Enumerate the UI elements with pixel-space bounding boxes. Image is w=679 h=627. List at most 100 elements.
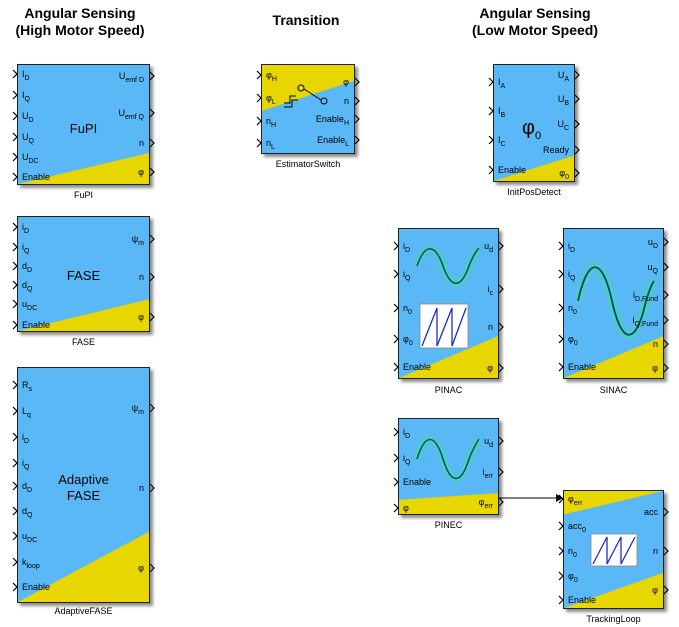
port-in[interactable]: nH <box>266 116 277 129</box>
port-out[interactable]: n <box>652 339 658 349</box>
port-in[interactable]: iQ <box>403 269 411 282</box>
output-port-chevron <box>149 563 155 573</box>
port-in[interactable]: dD <box>22 481 33 494</box>
port-in[interactable]: iQ <box>22 242 30 255</box>
output-port-chevron <box>149 234 155 244</box>
fupi-block[interactable]: ID IQ UD UQ UDC Enable Uemf D Uemf Q n φ… <box>17 64 150 185</box>
port-out[interactable]: ψm <box>131 403 144 416</box>
port-in[interactable]: φL <box>266 93 276 106</box>
fase-block[interactable]: iD iQ dD dQ uDC Enable ψm n φ FASE <box>17 216 150 332</box>
port-in[interactable]: iD <box>568 241 576 254</box>
port-in[interactable]: n0 <box>568 303 577 316</box>
port-out[interactable]: n <box>138 138 144 148</box>
port-out[interactable]: φ <box>138 312 144 322</box>
port-in[interactable]: iQ <box>22 458 30 471</box>
port-in[interactable]: iD <box>403 241 411 254</box>
port-in[interactable]: n0 <box>403 303 412 316</box>
port-in[interactable]: UQ <box>22 132 34 145</box>
port-in[interactable]: φerr <box>568 494 583 507</box>
port-out[interactable]: φ <box>487 363 493 373</box>
port-out[interactable]: n <box>487 322 493 332</box>
port-in[interactable]: iD <box>403 427 411 440</box>
port-out[interactable]: UA <box>557 70 569 83</box>
port-in[interactable]: Enable <box>498 165 527 175</box>
port-out[interactable]: Ready <box>542 145 569 155</box>
output-port-chevron <box>663 290 669 300</box>
port-in[interactable]: acc0 <box>568 521 586 534</box>
output-port-chevron <box>663 363 669 373</box>
port-out[interactable]: ud <box>484 436 493 449</box>
port-in[interactable]: UDC <box>22 152 39 165</box>
port-out[interactable]: n <box>652 546 658 556</box>
port-in[interactable]: Lq <box>22 406 31 419</box>
port-in[interactable]: IB <box>498 106 506 119</box>
port-in[interactable]: φ <box>403 503 409 513</box>
pinec-block[interactable]: iD iQ Enable φ ud ierr φerr <box>398 418 499 515</box>
block-background <box>18 217 149 331</box>
port-in[interactable]: φ0 <box>403 334 413 347</box>
port-in[interactable]: UD <box>22 111 34 124</box>
init-pos-detect-block[interactable]: IA IB IC Enable UA UB UC Ready φ0 φ0 <box>493 64 575 182</box>
port-in[interactable]: dQ <box>22 280 33 293</box>
port-in[interactable]: dQ <box>22 506 33 519</box>
port-out[interactable]: UC <box>557 119 569 132</box>
port-in[interactable]: iD <box>22 432 30 445</box>
port-in[interactable]: Enable <box>568 362 597 372</box>
port-in[interactable]: φ0 <box>568 571 578 584</box>
port-in[interactable]: IC <box>498 135 506 148</box>
port-out[interactable]: φ0 <box>559 168 569 181</box>
port-in[interactable]: Enable <box>22 320 51 330</box>
port-out[interactable]: EnableL <box>317 135 349 148</box>
port-in[interactable]: kloop <box>22 557 40 570</box>
port-out[interactable]: EnableH <box>315 114 349 127</box>
port-in[interactable]: dD <box>22 261 33 274</box>
block-name-fase: FASE <box>71 337 95 347</box>
port-out[interactable]: ψm <box>131 234 144 247</box>
port-out[interactable]: φerr <box>478 497 493 510</box>
port-in[interactable]: uDC <box>22 299 38 312</box>
port-out[interactable]: φ <box>138 563 144 573</box>
port-out[interactable]: UB <box>557 94 569 107</box>
port-out[interactable]: acc <box>643 507 658 517</box>
sinac-block[interactable]: iD iQ n0 φ0 Enable uD uQ iD,Fund iQ,Fund… <box>563 228 664 379</box>
port-out[interactable]: φ <box>652 585 658 595</box>
port-in[interactable]: n0 <box>568 546 577 559</box>
estimator-switch-block[interactable]: φH φL nH nL φ n EnableH EnableL <box>261 64 355 154</box>
port-out[interactable]: φ <box>652 363 658 373</box>
port-out[interactable]: uQ <box>647 262 658 275</box>
port-out[interactable]: ud <box>484 241 493 254</box>
adaptive-fase-block[interactable]: Rs Lq iD iQ dD dQ uDC kloop Enable ψm n … <box>17 367 150 603</box>
port-in[interactable]: IA <box>498 77 506 90</box>
port-in[interactable]: iQ <box>403 453 411 466</box>
port-in[interactable]: Enable <box>403 477 432 487</box>
port-in[interactable]: Enable <box>403 362 432 372</box>
port-in[interactable]: ID <box>22 69 30 82</box>
port-in[interactable]: Enable <box>568 595 597 605</box>
port-out[interactable]: uD <box>647 237 658 250</box>
port-in[interactable]: IQ <box>22 90 30 103</box>
port-out[interactable]: ic <box>487 284 494 297</box>
output-port-chevron <box>574 119 580 129</box>
port-in[interactable]: nL <box>266 138 275 151</box>
port-in[interactable]: uDC <box>22 531 38 544</box>
port-out[interactable]: iQ,Fund <box>632 315 658 328</box>
tracking-loop-block[interactable]: φerr acc0 n0 φ0 Enable acc n φ <box>563 490 664 609</box>
port-in[interactable]: Rs <box>22 380 32 393</box>
block-background <box>399 229 498 378</box>
port-out[interactable]: n <box>138 483 144 493</box>
port-in[interactable]: φ0 <box>568 334 578 347</box>
port-out[interactable]: Uemf Q <box>118 108 144 121</box>
port-in[interactable]: iQ <box>568 269 576 282</box>
port-out[interactable]: n <box>343 96 349 106</box>
port-in[interactable]: Enable <box>22 582 51 592</box>
port-in[interactable]: Enable <box>22 172 51 182</box>
port-in[interactable]: φH <box>266 70 277 83</box>
port-out[interactable]: φ <box>138 167 144 177</box>
port-out[interactable]: ierr <box>482 467 493 480</box>
pinac-block[interactable]: iD iQ n0 φ0 Enable ud ic n φ <box>398 228 499 379</box>
port-out[interactable]: iD,Fund <box>633 290 658 303</box>
port-out[interactable]: n <box>138 272 144 282</box>
port-out[interactable]: φ <box>343 77 349 87</box>
port-in[interactable]: iD <box>22 222 30 235</box>
port-out[interactable]: Uemf D <box>118 71 144 84</box>
